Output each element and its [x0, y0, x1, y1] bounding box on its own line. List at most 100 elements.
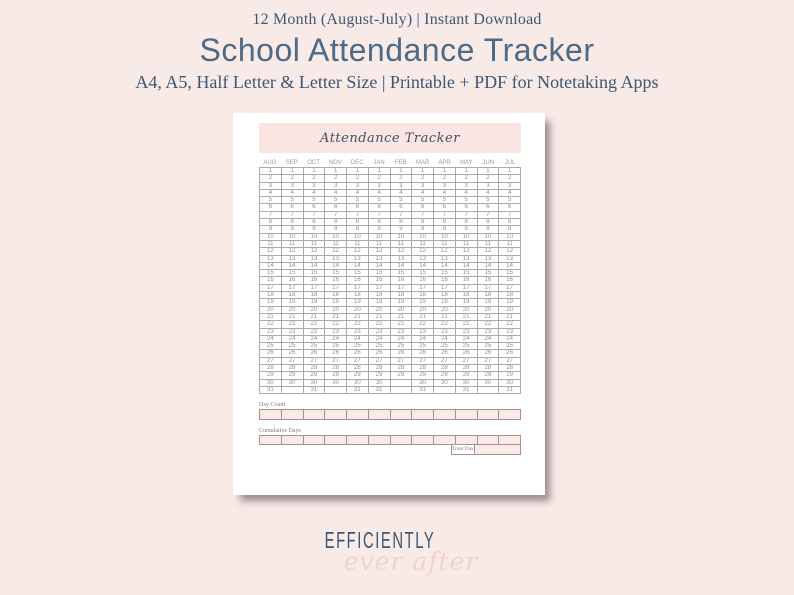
day-cell: 6	[368, 204, 391, 212]
day-cell: 27	[434, 357, 456, 366]
day-cell: 12	[260, 248, 282, 256]
day-cell: 27	[260, 357, 282, 366]
day-cell: 30	[499, 379, 521, 387]
day-cell: 17	[390, 284, 413, 293]
day-cell: 20	[303, 306, 326, 314]
day-cell: 11	[390, 240, 413, 249]
month-label: AUG	[263, 160, 277, 166]
day-cell: 6	[477, 204, 500, 212]
day-cell: 7	[303, 211, 326, 220]
day-cell: 7	[499, 211, 521, 220]
day-cell: 3	[325, 182, 347, 190]
month-label: APR	[438, 160, 451, 166]
day-cell: 17	[455, 284, 478, 293]
day-cell: 16	[325, 277, 347, 285]
day-cell: 26	[390, 350, 413, 358]
entry-cell	[347, 436, 369, 446]
day-cell: 27	[455, 357, 478, 366]
day-cell: 30	[368, 379, 391, 387]
day-cell: 5	[455, 197, 478, 205]
entry-cell	[347, 410, 369, 421]
day-cell: 9	[347, 226, 369, 234]
day-cell: 15	[412, 270, 434, 278]
day-cell: 2	[303, 175, 326, 183]
brand-logo: EFFICIENTLY ever after	[0, 529, 794, 576]
month-label: JUN	[482, 160, 495, 166]
day-cell: 19	[390, 299, 413, 307]
day-cell: 14	[477, 262, 500, 271]
day-cell: 6	[303, 204, 326, 212]
day-cell: 22	[412, 321, 434, 329]
day-cell: 29	[390, 372, 413, 380]
grid-row: 10 10 10 10 10 10 10 10 10 10 10 10	[260, 233, 521, 241]
day-cell: 8	[455, 219, 478, 227]
day-cell: 20	[455, 306, 478, 314]
day-cell: 3	[347, 182, 369, 190]
day-cell: 24	[325, 335, 347, 344]
day-cell: 18	[477, 292, 500, 300]
day-cell: 3	[303, 182, 326, 190]
day-cell: 21	[260, 313, 282, 322]
day-cell: 29	[281, 372, 304, 380]
day-cell: 24	[477, 335, 500, 344]
day-cell: 3	[455, 182, 478, 190]
day-cell: 21	[368, 313, 391, 322]
day-cell: 8	[368, 219, 391, 227]
day-cell: 9	[368, 226, 391, 234]
day-cell: 31	[412, 386, 434, 395]
day-cell: 23	[303, 328, 326, 336]
day-cell: 6	[260, 204, 282, 212]
day-cell: 10	[325, 233, 347, 241]
day-cell: 14	[390, 262, 413, 271]
day-cell: 23	[368, 328, 391, 336]
entry-cell	[303, 410, 326, 421]
day-cell: 1	[281, 168, 304, 176]
day-cell: 25	[347, 343, 369, 351]
day-cell: 25	[368, 343, 391, 351]
day-cell: 14	[455, 262, 478, 271]
day-cell: 22	[390, 321, 413, 329]
day-cell: 23	[260, 328, 282, 336]
day-cell: 5	[477, 197, 500, 205]
day-cell: 8	[434, 219, 456, 227]
day-cell: 17	[499, 284, 521, 293]
day-cell: 17	[412, 284, 434, 293]
day-cell: 3	[412, 182, 434, 190]
day-cell: 27	[347, 357, 369, 366]
entry-cell	[303, 436, 326, 446]
day-cell: 3	[434, 182, 456, 190]
day-cell: 5	[368, 197, 391, 205]
day-cell: 12	[455, 248, 478, 256]
day-cell: 10	[347, 233, 369, 241]
day-cell: 29	[434, 372, 456, 380]
day-cell: 13	[368, 255, 391, 263]
printable-mockup-page: Attendance Tracker AUG SEP OCT NOV DEC JAN FEB…	[233, 113, 545, 495]
day-cell: 1	[325, 168, 347, 176]
day-cell: 20	[260, 306, 282, 314]
day-cell: 15	[303, 270, 326, 278]
entry-cell	[281, 410, 304, 421]
day-cell: 8	[390, 219, 413, 227]
day-cell: 16	[390, 277, 413, 285]
day-cell: 23	[477, 328, 500, 336]
day-cell: 6	[434, 204, 456, 212]
entry-cell	[281, 436, 304, 446]
day-cell: 17	[477, 284, 500, 293]
day-cell: 2	[412, 175, 434, 183]
entry-cell	[390, 436, 413, 446]
total-days-label: Total Days	[451, 445, 475, 456]
day-cell: 12	[325, 248, 347, 256]
day-cell: 28	[368, 365, 391, 373]
grid-row: 27 27 27 27 27 27 27 27 27 27 27 27	[260, 357, 521, 366]
day-cell: 15	[434, 270, 456, 278]
day-cell: 31	[455, 386, 478, 395]
day-cell: 24	[303, 335, 326, 344]
day-cell: 14	[347, 262, 369, 271]
day-cell: 28	[477, 365, 500, 373]
day-cell: 20	[499, 306, 521, 314]
entry-cell	[368, 410, 391, 421]
